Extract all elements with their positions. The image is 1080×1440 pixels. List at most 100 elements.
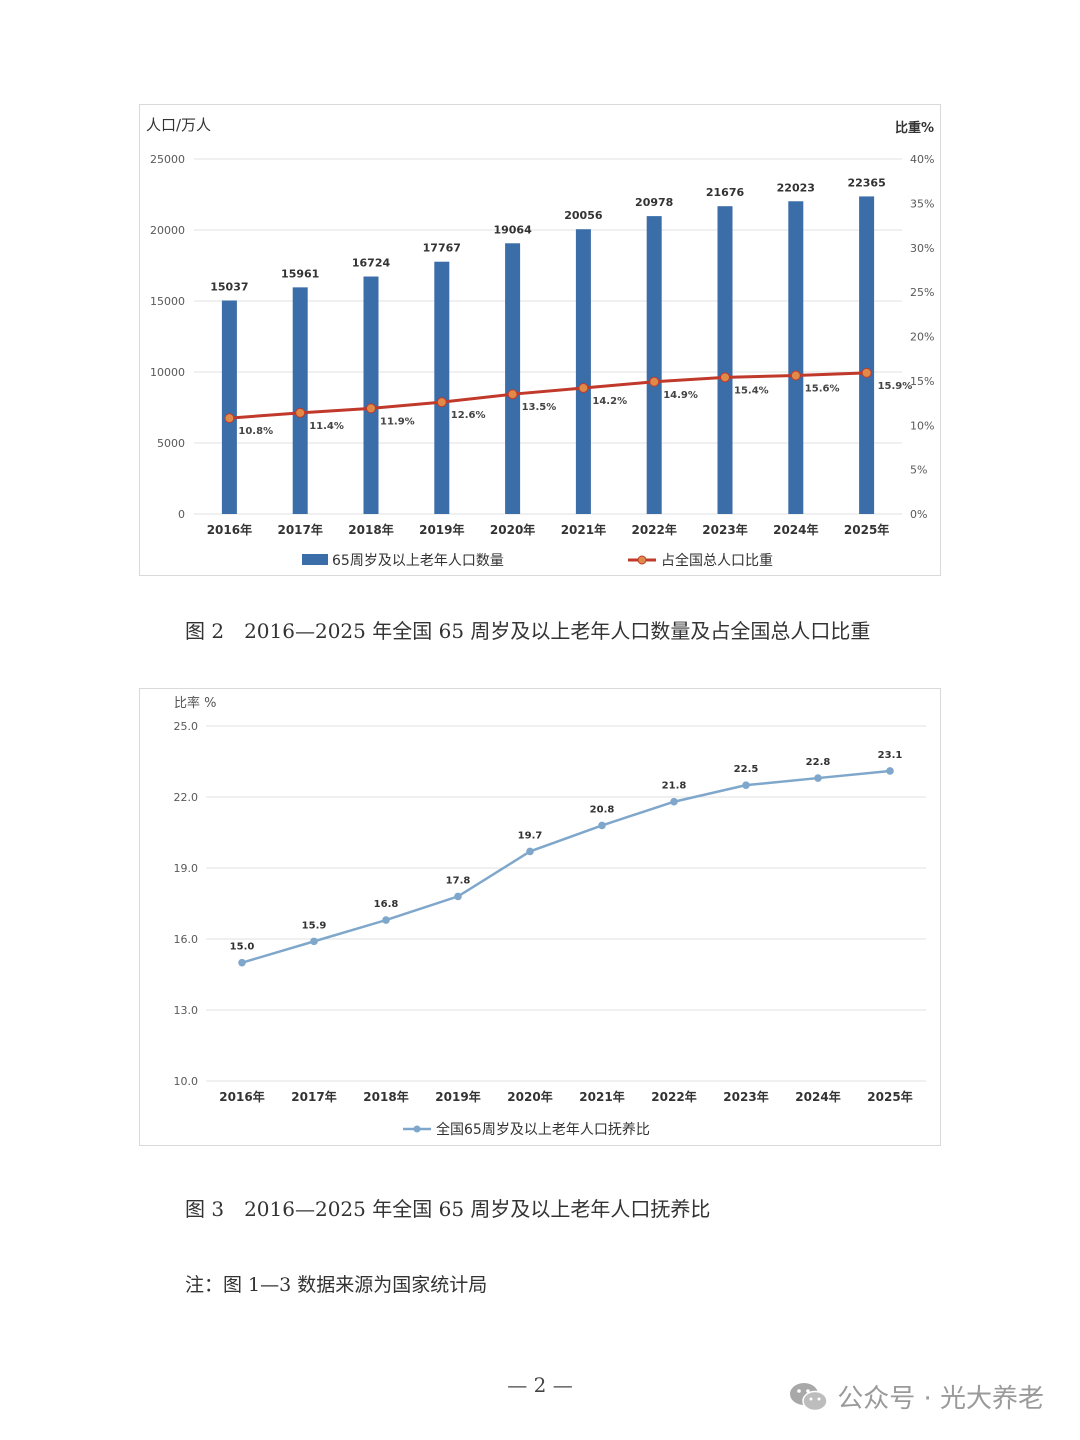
percentage-label: 15.9% [878,381,913,392]
watermark: 公众号 · 光大养老 [789,1378,1044,1415]
ratio-label: 23.1 [878,750,903,761]
y-tick-label: 10000 [150,366,185,379]
page-number: — 2 — [507,1373,573,1397]
ratio-label: 17.8 [446,875,471,886]
bar [292,287,308,514]
percentage-label: 14.9% [663,390,698,401]
wechat-icon [789,1381,829,1413]
watermark-text: 公众号 · 光大养老 [837,1384,1044,1414]
percentage-point [507,389,518,400]
bar-value-label: 15037 [210,280,248,293]
x-tick-label: 2022年 [631,522,676,537]
bar-value-label: 22365 [847,176,885,189]
x-tick-label: 2025年 [844,522,889,537]
y2-tick-label: 10% [910,419,934,432]
ratio-label: 15.9 [302,920,327,931]
ratio-point [598,821,606,830]
bar [221,300,237,514]
y-tick-label: 20000 [150,224,185,237]
y-tick-label: 5000 [157,437,185,450]
chart2-caption: 图 2 2016—2025 年全国 65 周岁及以上老年人口数量及占全国总人口比… [185,619,871,643]
percentage-point [649,376,660,387]
x-tick-label: 2024年 [795,1089,840,1104]
bar-value-label: 16724 [352,257,391,270]
percentage-point [790,370,801,381]
ratio-label: 22.8 [806,757,831,768]
x-tick-label: 2019年 [419,522,464,537]
percentage-point [720,372,730,383]
y2-tick-label: 40% [910,153,934,166]
ratio-point [238,958,246,967]
y-tick-label: 22.0 [174,791,199,804]
source-note: 注：图 1—3 数据来源为国家统计局 [185,1274,488,1296]
population-chart-svg: 人口/万人 比重% 0 5000 10000 15000 20000 25000 0% 5% 10%… [146,116,934,569]
x-tick-label: 2024年 [773,522,818,537]
y2-tick-label: 35% [910,197,934,210]
percentage-label: 11.4% [309,421,344,432]
ratio-point [814,774,822,782]
percentage-point [436,397,447,408]
percentage-label: 15.4% [734,385,769,396]
percentage-label: 10.8% [238,426,273,437]
percentage-point [861,367,872,378]
ratio-label: 21.8 [662,781,687,792]
legend-bar-swatch [302,554,328,565]
ratio-point [526,847,534,856]
bar-value-label: 21676 [706,186,745,199]
percentage-line [229,371,867,420]
ratio-label: 22.5 [734,764,759,775]
ratio-point [382,916,390,924]
dependency-ratio-chart-svg: 比率 % 10.0 13.0 16.0 19.0 22.0 25.0 15.0 2016年 15.… [174,695,926,1138]
bar-value-label: 22023 [777,181,815,194]
x-tick-label: 2018年 [348,522,393,537]
x-tick-label: 2023年 [723,1089,768,1104]
legend-line-marker [413,1125,421,1133]
y2-tick-label: 30% [910,242,934,255]
ratio-line [241,769,891,964]
ratio-label: 16.8 [374,899,399,910]
y-tick-label: 15000 [150,295,185,308]
bar [434,261,450,514]
axis-title: 比率 % [174,695,217,711]
dependency-ratio-chart: 比率 % 10.0 13.0 16.0 19.0 22.0 25.0 15.0 2016年 15.… [139,688,941,1146]
x-tick-label: 2020年 [507,1089,552,1104]
percentage-point [295,407,306,418]
y-tick-label: 16.0 [174,933,199,946]
x-tick-label: 2025年 [867,1089,912,1104]
legend-bar-label: 65周岁及以上老年人口数量 [332,553,504,569]
y2-tick-label: 15% [910,375,934,388]
x-tick-label: 2021年 [561,522,606,537]
y2-tick-label: 20% [910,331,934,344]
x-tick-label: 2020年 [490,522,535,537]
percentage-label: 11.9% [380,416,415,427]
legend-line-label: 占全国总人口比重 [661,552,773,569]
x-tick-label: 2019年 [435,1089,480,1104]
bar [575,229,591,514]
x-tick-label: 2021年 [579,1089,624,1104]
bar-value-label: 19064 [493,223,532,236]
legend-line-marker [637,555,647,565]
bar [646,216,662,514]
bar-value-label: 17767 [423,242,461,255]
x-tick-label: 2018年 [363,1089,408,1104]
ratio-point [454,892,462,901]
chart3-caption: 图 3 2016—2025 年全国 65 周岁及以上老年人口抚养比 [185,1197,711,1221]
percentage-label: 12.6% [451,410,486,421]
x-tick-label: 2023年 [702,522,747,537]
bar [859,196,875,514]
percentage-label: 15.6% [805,384,840,395]
y-tick-label: 10.0 [174,1075,199,1088]
y2-tick-label: 25% [910,286,934,299]
ratio-label: 15.0 [230,942,255,953]
x-tick-label: 2017年 [291,1089,336,1104]
percentage-point [366,403,376,414]
ratio-label: 19.7 [518,830,543,841]
x-tick-label: 2022年 [651,1089,696,1104]
ratio-point [310,937,318,946]
percentage-point [578,382,589,393]
bar [717,206,733,514]
legend-label: 全国65周岁及以上老年人口抚养比 [436,1121,650,1138]
y-tick-label: 13.0 [174,1004,199,1017]
y2-tick-label: 5% [910,464,927,477]
bar-value-label: 15961 [281,267,319,280]
